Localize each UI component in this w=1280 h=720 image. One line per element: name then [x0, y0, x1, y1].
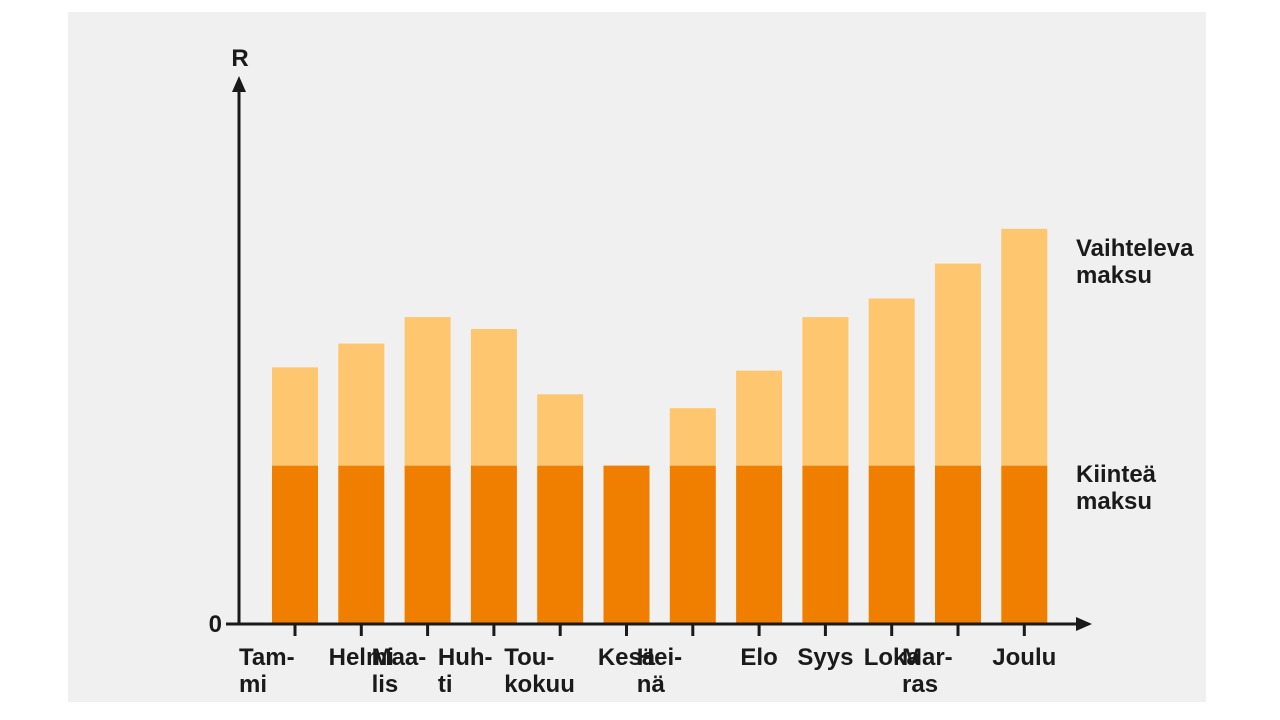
bar-fixed-5 — [537, 465, 584, 624]
x-tick-label-12-line-1: Joulu — [992, 644, 1056, 671]
y-axis-label: R — [231, 45, 248, 72]
x-tick-label-11-line-1: Mar- — [902, 644, 953, 671]
bar-fixed-9 — [802, 465, 849, 624]
x-tick-label-7-line-2: nä — [637, 671, 666, 698]
bar-variable-3 — [404, 317, 451, 466]
bars-group — [272, 228, 1048, 624]
x-tick-label-11-line-2: ras — [902, 671, 938, 698]
bar-fixed-7 — [669, 465, 716, 624]
x-tick-label-3-line-1: Maa- — [372, 644, 427, 671]
bar-variable-4 — [470, 329, 517, 466]
bar-fixed-1 — [272, 465, 318, 624]
x-tick-label-1-line-1: Tam- — [239, 644, 295, 671]
x-tick-label-5-line-2: kokuu — [504, 671, 575, 698]
y-axis-arrow-icon — [232, 76, 246, 92]
bar-fixed-12 — [1001, 465, 1048, 624]
bar-variable-8 — [736, 370, 783, 466]
bar-fixed-8 — [736, 465, 783, 624]
x-tick-label-6-line-1: Kesä — [598, 644, 656, 671]
bar-variable-9 — [802, 317, 849, 466]
legend-fixed-line-1: Kiinteä — [1076, 461, 1157, 488]
x-tick-label-4-line-1: Huh- — [438, 644, 493, 671]
bar-variable-1 — [272, 367, 318, 466]
y-origin-label: 0 — [209, 611, 222, 638]
bar-variable-5 — [537, 394, 584, 466]
bar-fixed-2 — [338, 465, 385, 624]
x-tick-label-5-line-1: Tou- — [504, 644, 554, 671]
x-tick-label-4-line-2: ti — [438, 671, 453, 698]
bar-variable-11 — [935, 263, 981, 466]
axes-group: R 0 — [209, 45, 1092, 638]
x-tick-label-9-line-1: Syys — [797, 644, 853, 671]
bar-variable-2 — [338, 343, 385, 466]
legend-fixed-line-2: maksu — [1076, 488, 1152, 515]
bar-variable-12 — [1001, 228, 1048, 466]
bar-fixed-3 — [404, 465, 451, 624]
bar-fixed-6 — [603, 465, 650, 624]
x-tick-label-8-line-1: Elo — [740, 644, 777, 671]
x-tick-label-3-line-2: lis — [372, 671, 399, 698]
bar-variable-7 — [669, 408, 716, 466]
bar-variable-10 — [868, 298, 915, 466]
x-tick-label-1-line-2: mi — [239, 671, 267, 698]
bar-fixed-4 — [470, 465, 517, 624]
bar-fixed-11 — [935, 465, 981, 624]
legend-variable-line-1: Vaihteleva — [1076, 235, 1194, 262]
x-tick-label-10-line-1: Loka — [864, 644, 921, 671]
x-ticks-group — [293, 624, 1026, 636]
x-tick-label-2-line-1: Helmi — [329, 644, 394, 671]
bar-fixed-10 — [868, 465, 915, 624]
x-tick-label-7-line-1: Hei- — [637, 644, 682, 671]
legend-variable-line-2: maksu — [1076, 262, 1152, 289]
x-axis-arrow-icon — [1076, 617, 1092, 631]
